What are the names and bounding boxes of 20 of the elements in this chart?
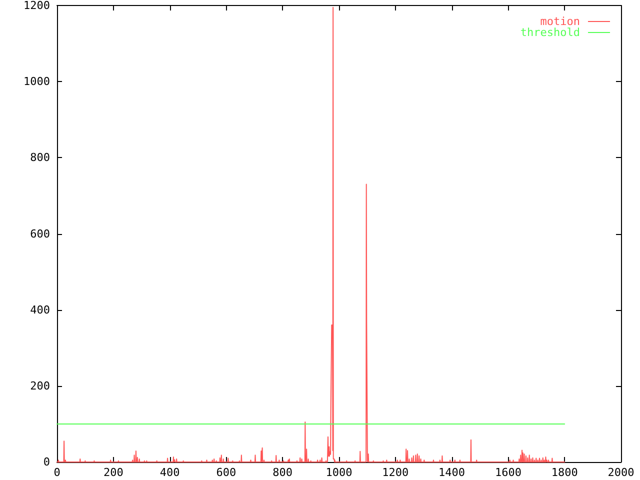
x-tick-label: 1000	[326, 466, 352, 479]
y-tick-label: 0	[43, 456, 50, 468]
y-tick-label: 200	[30, 379, 50, 392]
y-tick-label: 1000	[24, 75, 50, 88]
legend-label: motion	[540, 15, 580, 28]
x-tick-label: 2000	[608, 466, 634, 479]
y-tick-label: 1200	[24, 0, 50, 12]
x-tick-label: 1400	[438, 466, 466, 479]
y-tick-label: 800	[30, 151, 50, 164]
x-tick-label: 0	[54, 466, 60, 479]
x-tick-label: 800	[272, 466, 293, 479]
x-tick-label: 200	[103, 466, 124, 479]
x-tick-label: 600	[216, 466, 236, 479]
x-tick-label: 1200	[382, 466, 409, 479]
y-tick-label: 600	[30, 227, 50, 240]
x-tick-label: 400	[160, 466, 180, 479]
legend-label: threshold	[520, 26, 580, 39]
x-tick-label: 1600	[494, 466, 522, 479]
y-tick-label: 400	[30, 303, 50, 316]
x-tick-label: 1800	[551, 466, 578, 479]
